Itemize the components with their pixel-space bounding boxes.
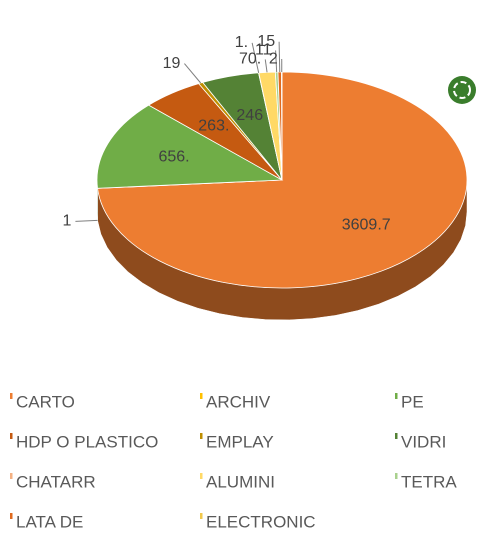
data-label: 1. <box>235 34 248 51</box>
legend-label: LATA DE <box>16 512 83 531</box>
data-label: 11 <box>255 42 272 59</box>
legend-marker <box>395 393 398 399</box>
data-label: 2 <box>269 50 278 67</box>
slice <box>96 104 284 189</box>
leader-line <box>251 42 260 73</box>
legend-label: ALUMINI <box>206 472 275 491</box>
data-label: 19 <box>163 55 181 72</box>
legend-label: HDP O PLASTICO <box>16 432 158 451</box>
legend-marker <box>10 513 13 519</box>
legend-label: EMPLAY <box>206 432 274 451</box>
data-label: 263. <box>198 117 229 134</box>
recycle-icon <box>448 76 476 104</box>
legend-label: ARCHIV <box>206 392 271 411</box>
leader-line <box>275 50 278 73</box>
leader-line <box>264 59 268 73</box>
legend-marker <box>10 473 13 479</box>
legend-label: PE <box>401 392 424 411</box>
leader-line <box>184 63 202 84</box>
legend-marker <box>10 433 13 439</box>
data-label: 246 <box>236 107 263 124</box>
data-label: 656. <box>158 149 189 166</box>
leader-line <box>75 219 98 222</box>
legend-marker <box>395 433 398 439</box>
legend-marker <box>200 433 203 439</box>
data-label: 70. <box>239 51 261 68</box>
data-label: 1 <box>63 213 72 230</box>
legend-label: VIDRI <box>401 432 446 451</box>
legend-marker <box>200 473 203 479</box>
data-label: 3609.7 <box>342 217 391 234</box>
leader-line <box>278 41 281 73</box>
legend-marker <box>200 393 203 399</box>
legend-marker <box>10 393 13 399</box>
legend-label: TETRA <box>401 472 457 491</box>
legend-marker <box>395 473 398 479</box>
legend-label: CHATARR <box>16 472 96 491</box>
legend-label: CARTO <box>16 392 75 411</box>
data-label: 15 <box>257 33 275 50</box>
legend-label: ELECTRONIC <box>206 512 316 531</box>
legend-marker <box>200 513 203 519</box>
